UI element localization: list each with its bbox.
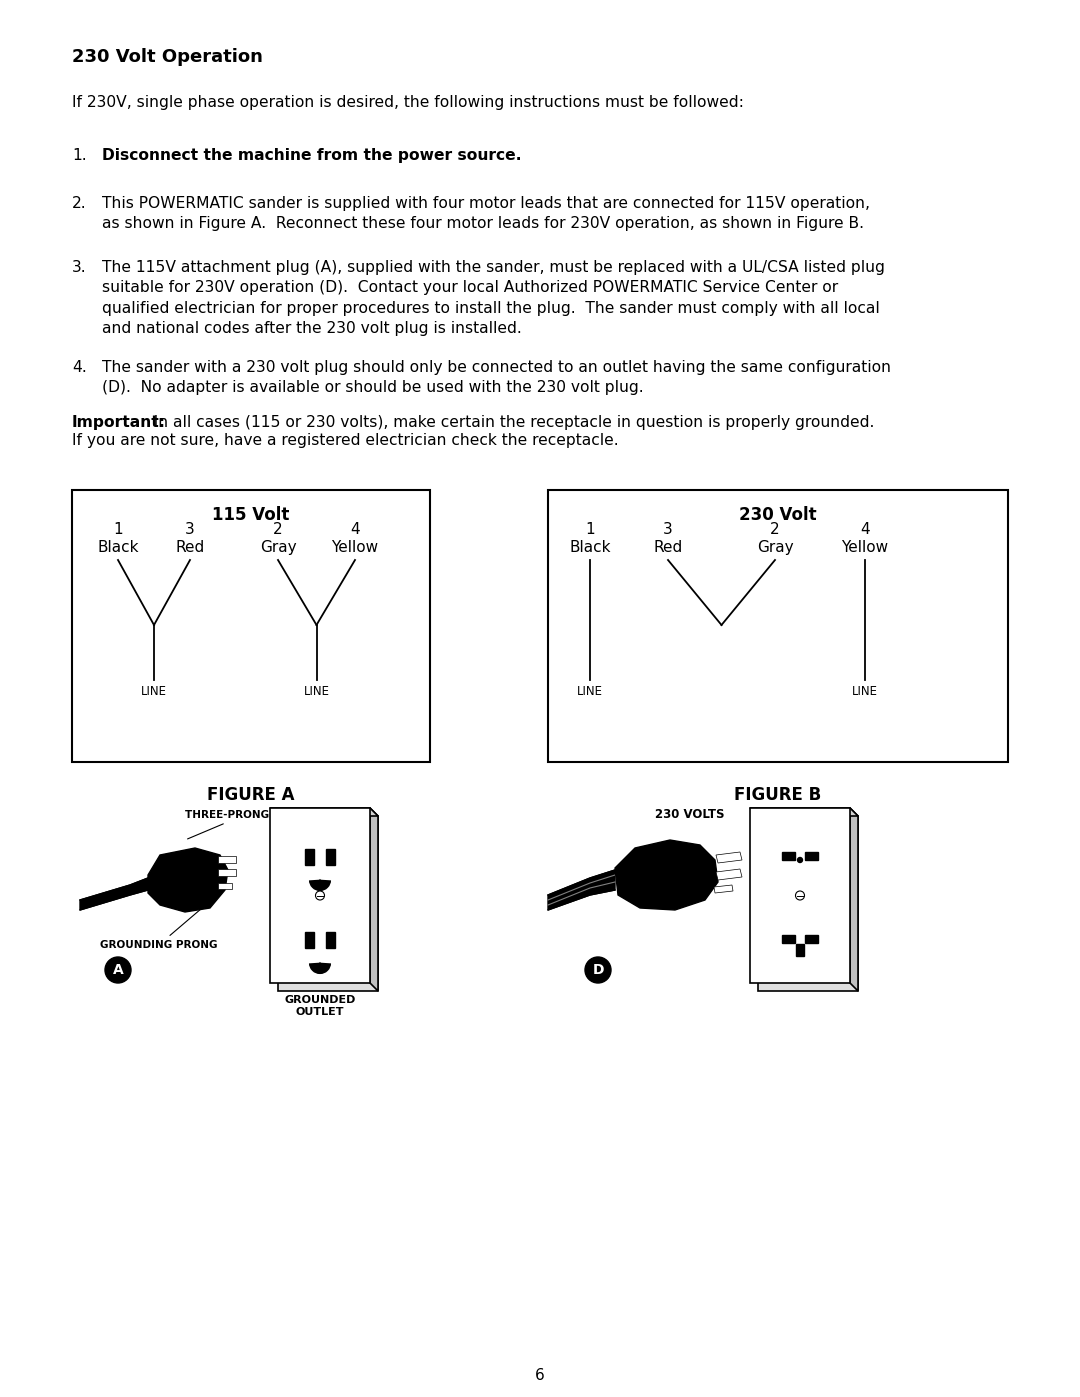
Text: Important:: Important: — [72, 415, 166, 430]
Polygon shape — [750, 807, 858, 816]
Text: Gray: Gray — [757, 541, 794, 555]
Text: 3.: 3. — [72, 260, 86, 275]
Text: 2: 2 — [273, 522, 283, 536]
Text: FIGURE A: FIGURE A — [207, 787, 295, 805]
Bar — [782, 935, 795, 943]
Circle shape — [105, 957, 131, 983]
Polygon shape — [850, 807, 858, 990]
Text: 230 VOLTS: 230 VOLTS — [656, 807, 725, 821]
Text: D: D — [592, 963, 604, 977]
Text: Yellow: Yellow — [332, 541, 379, 555]
Text: The sander with a 230 volt plug should only be connected to an outlet having the: The sander with a 230 volt plug should o… — [102, 360, 891, 395]
Bar — [805, 935, 818, 943]
Text: 3: 3 — [185, 522, 194, 536]
Text: Disconnect the machine from the power source.: Disconnect the machine from the power so… — [102, 148, 522, 163]
Text: 1: 1 — [113, 522, 123, 536]
Bar — [758, 816, 858, 990]
Bar — [218, 869, 237, 876]
Text: 2.: 2. — [72, 196, 86, 211]
Text: FIGURE B: FIGURE B — [734, 787, 822, 805]
Bar — [326, 932, 335, 949]
Text: LINE: LINE — [303, 685, 329, 698]
Bar — [782, 852, 795, 861]
Text: Yellow: Yellow — [841, 541, 889, 555]
Bar — [750, 807, 850, 983]
Text: 1: 1 — [585, 522, 595, 536]
Bar — [72, 490, 430, 761]
Text: THREE-PRONG PLUG: THREE-PRONG PLUG — [185, 810, 303, 840]
Bar — [548, 490, 1008, 761]
Polygon shape — [716, 869, 742, 880]
Polygon shape — [270, 807, 378, 816]
Bar — [305, 932, 314, 949]
Text: Red: Red — [653, 541, 683, 555]
Text: If you are not sure, have a registered electrician check the receptacle.: If you are not sure, have a registered e… — [72, 433, 619, 448]
Text: GROUNDED
OUTLET: GROUNDED OUTLET — [284, 995, 355, 1017]
Text: 4: 4 — [350, 522, 360, 536]
Text: LINE: LINE — [577, 685, 603, 698]
Text: Black: Black — [97, 541, 138, 555]
Bar — [218, 856, 237, 863]
Text: 1.: 1. — [72, 148, 86, 163]
Bar — [305, 849, 314, 865]
Text: 4: 4 — [860, 522, 869, 536]
Bar — [218, 883, 232, 888]
Text: This POWERMATIC sander is supplied with four motor leads that are connected for : This POWERMATIC sander is supplied with … — [102, 196, 870, 232]
Text: Black: Black — [569, 541, 611, 555]
Text: 2: 2 — [770, 522, 780, 536]
Text: The 115V attachment plug (A), supplied with the sander, must be replaced with a : The 115V attachment plug (A), supplied w… — [102, 260, 885, 337]
Circle shape — [315, 891, 324, 900]
Circle shape — [797, 858, 802, 862]
Text: 6: 6 — [535, 1368, 545, 1383]
Polygon shape — [548, 870, 615, 909]
Text: Red: Red — [175, 541, 204, 555]
Text: 230 Volt Operation: 230 Volt Operation — [72, 47, 262, 66]
Polygon shape — [714, 886, 733, 893]
Text: 4.: 4. — [72, 360, 86, 374]
Text: In all cases (115 or 230 volts), make certain the receptacle in question is prop: In all cases (115 or 230 volts), make ce… — [144, 415, 875, 430]
Text: 230 Volt: 230 Volt — [739, 506, 816, 524]
Bar — [326, 849, 335, 865]
Text: If 230V, single phase operation is desired, the following instructions must be f: If 230V, single phase operation is desir… — [72, 95, 744, 110]
Text: Gray: Gray — [259, 541, 296, 555]
Bar — [805, 852, 818, 861]
Text: LINE: LINE — [141, 685, 167, 698]
Polygon shape — [148, 848, 228, 912]
Polygon shape — [80, 877, 148, 909]
Text: 115 Volt: 115 Volt — [213, 506, 289, 524]
Circle shape — [796, 891, 805, 900]
Bar — [278, 816, 378, 990]
Polygon shape — [370, 807, 378, 990]
Text: A: A — [112, 963, 123, 977]
Bar — [270, 807, 370, 983]
Polygon shape — [615, 840, 718, 909]
Text: 3: 3 — [663, 522, 673, 536]
Text: GROUNDING PRONG: GROUNDING PRONG — [100, 894, 219, 950]
Circle shape — [585, 957, 611, 983]
Polygon shape — [716, 852, 742, 863]
Text: LINE: LINE — [852, 685, 878, 698]
Bar — [796, 944, 804, 956]
